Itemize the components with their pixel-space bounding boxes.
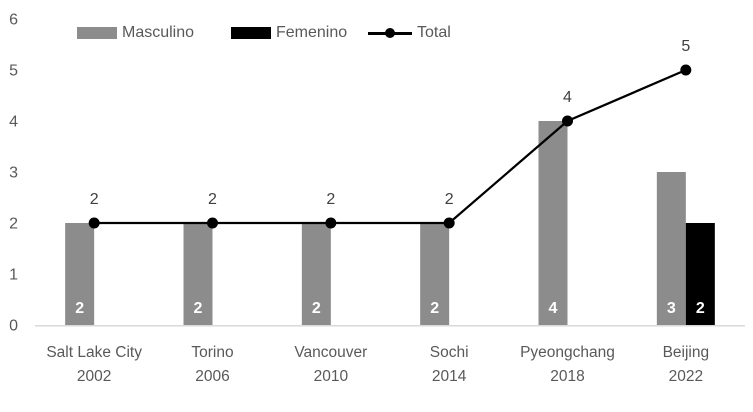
- bar-label-femenino: 2: [696, 300, 705, 317]
- bar-label-masculino: 3: [667, 300, 676, 317]
- bar-label-masculino: 2: [75, 300, 84, 317]
- bar-masculino: [420, 223, 450, 325]
- total-data-label: 2: [326, 191, 335, 208]
- y-axis-tick-label: 2: [9, 216, 18, 233]
- legend-item-total: Total: [368, 24, 451, 42]
- bar-label-masculino: 4: [549, 300, 558, 317]
- total-data-label: 5: [681, 38, 690, 55]
- x-axis-category-year-label: 2014: [432, 368, 467, 385]
- x-axis-category-label: Sochi: [430, 344, 469, 361]
- bar-masculino: [65, 223, 95, 325]
- femenino-swatch-icon: [231, 27, 271, 39]
- x-axis-category-year-label: 2010: [314, 368, 349, 385]
- x-axis-category-year-label: 2018: [550, 368, 584, 385]
- total-line-marker: [680, 64, 692, 76]
- x-axis-category-label: Salt Lake City: [46, 344, 142, 361]
- total-data-label: 2: [90, 191, 99, 208]
- total-line-marker: [88, 217, 100, 229]
- total-line-marker-icon: [368, 27, 412, 39]
- total-line-marker: [443, 217, 455, 229]
- bar-label-masculino: 2: [312, 300, 321, 317]
- y-axis-tick-label: 1: [9, 267, 18, 284]
- y-axis-tick-label: 0: [9, 318, 18, 335]
- total-line-marker: [325, 217, 337, 229]
- total-line-marker: [562, 115, 573, 127]
- bar-label-masculino: 2: [194, 300, 203, 317]
- bar-masculino: [301, 223, 331, 325]
- bar-masculino: [183, 223, 213, 325]
- legend-item-femenino: Femenino: [231, 24, 347, 42]
- y-axis-tick-label: 6: [9, 12, 18, 29]
- x-axis-category-label: Torino: [191, 344, 233, 361]
- bar-masculino: [538, 121, 568, 325]
- legend-label-femenino: Femenino: [276, 24, 348, 41]
- total-line-marker: [207, 217, 218, 229]
- bar-femenino: [685, 223, 715, 325]
- x-axis-category-label: Vancouver: [294, 344, 367, 361]
- legend-item-masculino: Masculino: [77, 24, 194, 42]
- x-axis-category-year-label: 2022: [669, 368, 703, 385]
- bar-masculino: [656, 172, 686, 325]
- x-axis-category-year-label: 2002: [77, 368, 111, 385]
- bar-label-masculino: 2: [430, 300, 439, 317]
- chart-legend: Masculino Femenino Total: [0, 24, 753, 42]
- total-data-label: 2: [445, 191, 454, 208]
- total-data-label: 2: [208, 191, 217, 208]
- legend-label-masculino: Masculino: [122, 24, 195, 41]
- y-axis-tick-label: 3: [9, 165, 18, 182]
- x-axis-category-label: Pyeongchang: [520, 344, 615, 361]
- legend-label-total: Total: [417, 24, 451, 41]
- total-line: [94, 68, 687, 225]
- total-data-label: 4: [563, 89, 572, 106]
- x-axis-category-label: Beijing: [663, 344, 710, 361]
- x-axis-category-year-label: 2006: [195, 368, 229, 385]
- y-axis-tick-label: 5: [9, 63, 18, 80]
- masculino-swatch-icon: [77, 27, 117, 39]
- y-axis-tick-label: 4: [9, 114, 18, 131]
